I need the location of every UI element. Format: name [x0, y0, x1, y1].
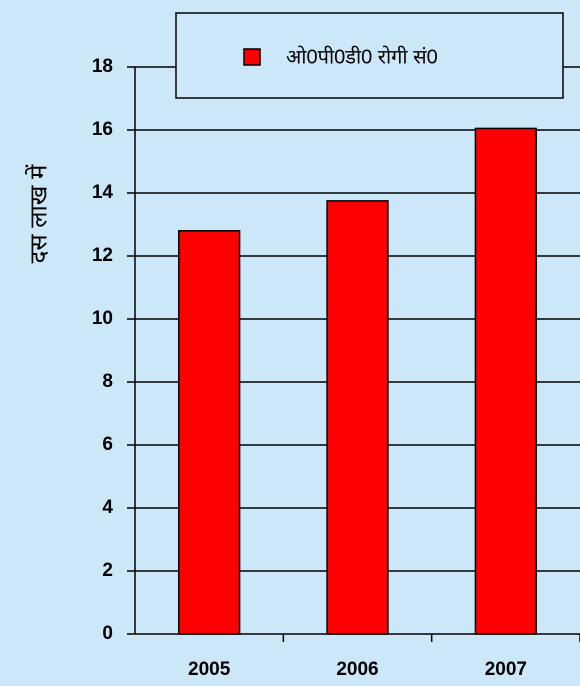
bar	[326, 200, 389, 635]
y-tick-label: 14	[92, 182, 114, 203]
y-tick-label: 0	[102, 623, 113, 644]
bar	[178, 230, 241, 635]
y-tick-label: 4	[102, 497, 113, 518]
y-tick-label: 10	[92, 308, 113, 329]
y-tick-label: 18	[92, 56, 113, 77]
legend-swatch	[243, 48, 261, 66]
y-axis-label: दस लाख में	[24, 164, 52, 263]
x-tick-label: 2006	[336, 659, 378, 680]
y-tick-label: 2	[102, 560, 113, 581]
y-tick-label: 12	[92, 245, 113, 266]
legend-box	[175, 12, 564, 99]
bar	[474, 127, 537, 635]
legend-label: ओ0पी0डी0 रोगी सं0	[286, 45, 438, 68]
x-tick-label: 2005	[188, 659, 231, 680]
x-tick-label: 2007	[485, 659, 527, 680]
y-tick-label: 16	[92, 119, 113, 140]
y-tick-label: 6	[102, 434, 113, 455]
y-tick-label: 8	[102, 371, 113, 392]
